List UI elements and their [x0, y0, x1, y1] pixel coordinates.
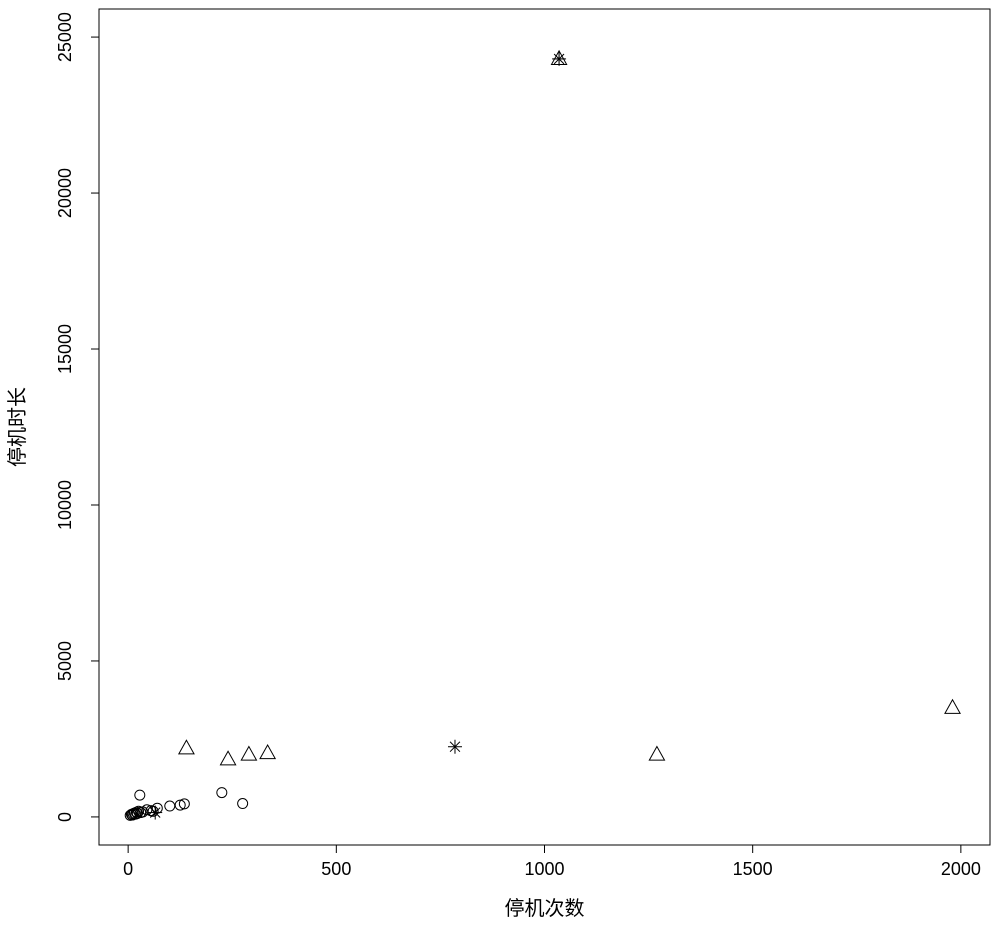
data-point-circle [238, 799, 248, 809]
data-point-circle [135, 790, 145, 800]
data-point-triangle [649, 747, 664, 761]
chart-svg: 0500100015002000050001000015000200002500… [0, 0, 1000, 934]
y-tick-label: 20000 [55, 168, 75, 218]
data-point-triangle [945, 700, 960, 714]
data-point-circle [217, 788, 227, 798]
x-tick-label: 1000 [524, 859, 564, 879]
data-point-asterisk [148, 806, 162, 820]
x-tick-label: 2000 [941, 859, 981, 879]
data-point-circle [165, 801, 175, 811]
x-tick-label: 1500 [733, 859, 773, 879]
y-tick-label: 0 [55, 812, 75, 822]
data-point-asterisk [448, 740, 462, 754]
y-tick-label: 15000 [55, 324, 75, 374]
y-tick-label: 5000 [55, 641, 75, 681]
data-point-triangle [220, 751, 235, 765]
x-axis-label: 停机次数 [505, 897, 585, 920]
data-point-triangle [179, 740, 194, 754]
y-axis-label: 停机时长 [6, 387, 29, 467]
data-point-triangle [260, 745, 275, 759]
data-point-triangle [241, 747, 256, 761]
plot-border [99, 9, 990, 845]
scatter-chart: 0500100015002000050001000015000200002500… [0, 0, 1000, 934]
y-tick-label: 10000 [55, 480, 75, 530]
x-tick-label: 500 [321, 859, 351, 879]
x-tick-label: 0 [123, 859, 133, 879]
y-tick-label: 25000 [55, 12, 75, 62]
